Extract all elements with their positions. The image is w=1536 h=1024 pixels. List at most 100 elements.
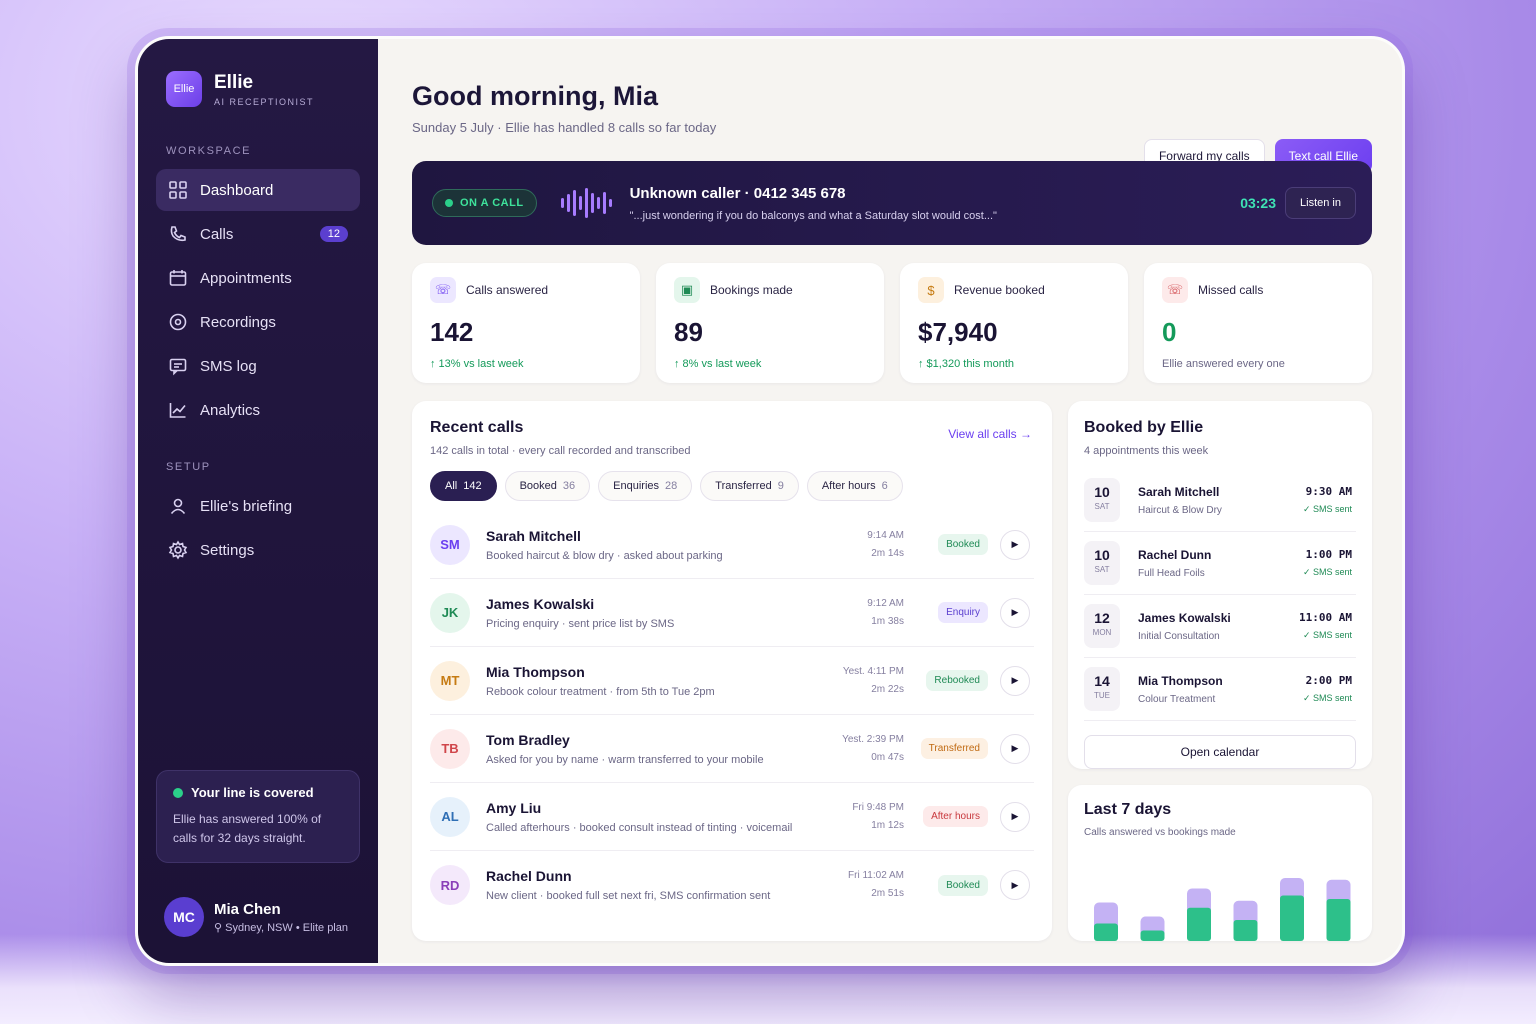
service-name: Haircut & Blow Dry [1138,504,1222,516]
main-content: Good morning, Mia Sunday 5 July · Ellie … [378,39,1402,963]
sidebar-item-analytics[interactable]: Analytics [156,389,360,431]
caller-name: Unknown caller · 0412 345 678 [629,184,846,202]
chip-label: After hours [821,480,876,492]
filter-chip-transferred[interactable]: Transferred 9 [700,471,799,501]
list-item[interactable]: 10 SAT Rachel Dunn Full Head Foils 1:00 … [1084,532,1356,595]
filter-chip-enquiries[interactable]: Enquiries 28 [598,471,693,501]
appointment-date: 14 TUE [1084,667,1120,711]
sidebar-item-appointments[interactable]: Appointments [156,257,360,299]
page-title: Good morning, Mia [412,81,658,111]
chart-bar-bookings [1280,895,1304,941]
recent-calls-card: Recent calls 142 calls in total · every … [412,401,1052,941]
appointment-info: Sarah Mitchell Haircut & Blow Dry [1138,485,1222,516]
appointment-date: 10 SAT [1084,541,1120,585]
call-timestamp: Yest. 4:11 PM [842,665,904,677]
stat-head: $ Revenue booked [918,277,1110,303]
stat-label: Revenue booked [954,283,1045,297]
list-item[interactable]: 14 TUE Mia Thompson Colour Treatment 2:0… [1084,658,1356,721]
appointment-weekday: TUE [1094,691,1110,700]
phone-icon [168,224,188,244]
sidebar-item-recordings[interactable]: Recordings [156,301,360,343]
play-icon[interactable]: ▶ [1000,733,1030,764]
stat-head: ▣ Bookings made [674,277,866,303]
waveform-icon [560,188,612,218]
play-icon[interactable]: ▶ [1000,665,1030,696]
service-name: Colour Treatment [1138,693,1216,705]
list-item[interactable]: 12 MON James Kowalski Initial Consultati… [1084,595,1356,658]
live-dot-icon [445,199,453,207]
chart-subtitle: Calls answered vs bookings made [1084,827,1236,838]
sidebar-item-sms-log[interactable]: SMS log [156,345,360,387]
filter-chip-all[interactable]: All 142 [430,471,497,501]
sidebar-item-briefing[interactable]: Ellie's briefing [156,485,360,527]
chart-bar-bookings [1233,920,1258,941]
table-row[interactable]: SM Sarah Mitchell Booked haircut & blow … [430,511,1034,579]
table-row[interactable]: JK James Kowalski Pricing enquiry · sent… [430,579,1034,647]
user-profile[interactable]: MC Mia Chen ⚲ Sydney, NSW • Elite plan [164,897,348,937]
sidebar-item-label: Recordings [200,313,276,331]
appointment-info: Rachel Dunn Full Head Foils [1138,548,1211,579]
client-name: James Kowalski [1138,610,1231,625]
chip-count: 28 [665,480,678,492]
list-item[interactable]: 10 SAT Sarah Mitchell Haircut & Blow Dry… [1084,469,1356,532]
stat-label: Bookings made [710,283,793,297]
chip-count: 36 [562,480,576,492]
sidebar-item-label: Analytics [200,401,261,419]
play-icon[interactable]: ▶ [1000,801,1030,832]
call-time: Yest. 4:11 PM 2m 22s [843,663,904,699]
user-icon [168,496,188,516]
sidebar-item-settings[interactable]: Settings [156,529,360,571]
coverage-card: Your line is covered Ellie has answered … [156,770,360,863]
call-timestamp: 9:12 AM [867,597,904,609]
chart-bar-bookings [1140,930,1165,941]
listen-in-button[interactable]: Listen in [1285,187,1356,219]
sidebar-item-calls[interactable]: Calls 12 [156,213,360,255]
caller-name: Mia Thompson [486,663,585,680]
call-timestamp: 9:14 AM [867,529,904,541]
open-calendar-button[interactable]: Open calendar [1084,735,1356,769]
play-icon[interactable]: ▶ [1000,529,1030,560]
filter-chip-booked[interactable]: Booked 36 [504,471,591,501]
call-info: James Kowalski Pricing enquiry · sent pr… [486,596,674,630]
table-row[interactable]: RD Rachel Dunn New client · booked full … [430,851,1034,919]
call-time: 9:12 AM 1m 38s [867,595,904,631]
right-column: Booked by Ellie 4 appointments this week… [1068,401,1372,941]
message-icon [168,356,188,376]
stat-card-revenue: $ Revenue booked $7,940 ↑ $1,320 this mo… [900,263,1128,383]
play-icon[interactable]: ▶ [1000,597,1030,628]
sidebar-item-label: Appointments [200,269,292,287]
user-location-plan: Sydney, NSW • Elite plan [225,921,348,934]
table-row[interactable]: AL Amy Liu Called afterhours · booked co… [430,783,1034,851]
caller-name: James Kowalski [486,595,595,612]
stat-label: Missed calls [1198,283,1264,297]
play-icon[interactable]: ▶ [1000,870,1030,900]
filter-chip-after-hours[interactable]: After hours 6 [806,471,903,501]
appointment-weekday: MON [1092,628,1112,637]
recent-calls-title: Recent calls [430,419,524,436]
status-badge: Booked [938,874,988,896]
caller-name: Sarah Mitchell [486,527,581,544]
appointment-time: 1:00 PM [1305,548,1352,561]
coverage-text: Ellie has answered 100% of calls for 32 … [173,812,322,845]
stat-head: ☏ Calls answered [430,277,622,303]
chip-count: 142 [463,480,482,492]
table-row[interactable]: MT Mia Thompson Rebook colour treatment … [430,647,1034,715]
coverage-title: Your line is covered [191,785,314,800]
calls-count-badge: 12 [319,226,348,242]
avatar: SM [430,524,470,565]
appointment-status: 9:30 AM ✓ SMS sent [1303,485,1352,515]
call-status-label: ON A CALL [460,197,524,209]
chip-label: Transferred [715,480,772,492]
call-summary: Rebook colour treatment · from 5th to Tu… [486,685,715,698]
status-badge: Booked [938,534,988,555]
chip-label: Booked [519,480,557,492]
sidebar-item-dashboard[interactable]: Dashboard [156,169,360,211]
table-row[interactable]: TB Tom Bradley Asked for you by name · w… [430,715,1034,783]
view-all-calls-link[interactable]: View all calls → [948,427,1032,441]
stat-label: Calls answered [466,283,549,297]
call-info: Rachel Dunn New client · booked full set… [486,868,770,902]
dollar-icon: $ [918,277,944,303]
appointment-weekday: SAT [1094,502,1110,511]
appointment-date: 12 MON [1084,604,1120,648]
call-summary: Pricing enquiry · sent price list by SMS [486,617,675,630]
